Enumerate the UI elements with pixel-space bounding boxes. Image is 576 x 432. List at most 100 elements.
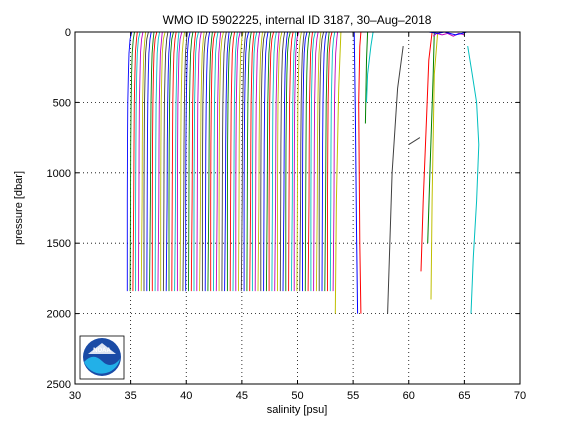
profile-line xyxy=(427,31,435,244)
profile-line xyxy=(271,31,277,292)
x-tick-label: 45 xyxy=(236,390,248,402)
profile-line xyxy=(334,31,342,314)
profile-line xyxy=(279,31,286,292)
profile-line xyxy=(277,31,283,292)
x-tick-label: 55 xyxy=(347,390,359,402)
profile-line xyxy=(129,31,135,292)
profile-line xyxy=(162,31,169,292)
profile-line xyxy=(296,31,302,292)
profile-line xyxy=(268,31,275,292)
y-tick-label: 1500 xyxy=(47,238,71,250)
profile-line xyxy=(332,31,339,292)
profile-line xyxy=(257,31,263,292)
y-tick-label: 1000 xyxy=(47,168,71,180)
profile-line xyxy=(304,31,311,292)
profile-line xyxy=(263,31,269,292)
y-tick-label: 2000 xyxy=(47,309,71,321)
profile-line xyxy=(165,31,172,292)
profile-line xyxy=(293,31,300,292)
profile-line xyxy=(302,31,308,292)
profile-line xyxy=(318,31,325,292)
y-tick-label: 500 xyxy=(53,97,71,109)
profile-line xyxy=(358,31,362,314)
profile-line xyxy=(168,31,174,292)
profile-line xyxy=(221,31,227,292)
profile-line xyxy=(307,31,313,292)
profile-line xyxy=(329,31,336,292)
profile-line xyxy=(199,31,205,292)
profile-line xyxy=(210,31,216,292)
profile-line xyxy=(364,31,369,124)
profile-line xyxy=(179,31,186,292)
profile-line xyxy=(315,31,322,292)
profile-line xyxy=(207,31,213,292)
profile-line xyxy=(246,31,252,292)
profile-line xyxy=(420,31,433,272)
profile-line xyxy=(235,31,241,292)
profile-line xyxy=(290,31,297,292)
profile-line xyxy=(240,31,247,292)
profile-line xyxy=(157,31,163,292)
profile-line xyxy=(238,31,244,292)
profile-line xyxy=(218,31,224,292)
profile-line xyxy=(229,31,236,292)
profile-line xyxy=(321,31,327,292)
x-tick-label: 30 xyxy=(69,390,81,402)
profile-line xyxy=(274,31,280,292)
profile-line xyxy=(188,31,194,292)
x-tick-label: 40 xyxy=(180,390,192,402)
profile-line xyxy=(243,31,250,292)
profile-line xyxy=(282,31,288,292)
profile-line xyxy=(204,31,211,292)
x-tick-label: 50 xyxy=(291,390,303,402)
profile-line xyxy=(140,31,147,292)
profile-line xyxy=(174,31,180,292)
profile-line xyxy=(288,31,294,292)
profile-line xyxy=(265,31,272,292)
profile-line xyxy=(213,31,219,292)
profile-line xyxy=(387,46,404,314)
profile-line xyxy=(185,31,191,292)
profile-line xyxy=(215,31,222,292)
profile-line xyxy=(196,31,202,292)
profile-line xyxy=(149,31,155,292)
profile-line xyxy=(201,31,208,292)
profile-line xyxy=(146,31,152,292)
profile-line xyxy=(137,31,144,292)
profile-line xyxy=(135,31,141,292)
profile-line xyxy=(249,31,255,292)
profile-line xyxy=(408,137,421,146)
profile-line xyxy=(151,31,158,292)
profile-line xyxy=(324,31,330,292)
profile-line xyxy=(176,31,183,292)
profile-line xyxy=(154,31,161,292)
noaa-logo: NOAA xyxy=(79,335,125,380)
profile-line xyxy=(160,31,166,292)
axis-ticks: 30 35 40 45 50 55 60 65 70 0 500 1000 1500 2000 2500 xyxy=(47,27,527,402)
profile-line xyxy=(467,46,480,314)
profile-line xyxy=(260,31,266,292)
y-tick-label: 2500 xyxy=(47,379,71,391)
profile-line xyxy=(190,31,197,292)
y-axis-label: pressure [dbar] xyxy=(13,171,25,245)
profile-line xyxy=(143,31,149,292)
profile-line xyxy=(299,31,305,292)
x-axis-label: salinity [psu] xyxy=(267,404,328,416)
profile-line xyxy=(224,31,230,292)
chart-title: WMO ID 5902225, internal ID 3187, 30–Aug… xyxy=(163,13,432,27)
profile-line xyxy=(254,31,261,292)
profile-line xyxy=(182,31,188,292)
data-layer xyxy=(126,31,480,314)
profile-line xyxy=(353,31,359,314)
profile-line xyxy=(251,31,258,292)
x-tick-label: 65 xyxy=(458,390,470,402)
profile-line xyxy=(313,31,319,292)
profile-line xyxy=(132,31,138,292)
profile-line xyxy=(285,31,291,292)
profile-line xyxy=(126,31,133,292)
profile-line xyxy=(193,31,199,292)
profile-line xyxy=(226,31,233,292)
profile-line xyxy=(428,31,467,36)
